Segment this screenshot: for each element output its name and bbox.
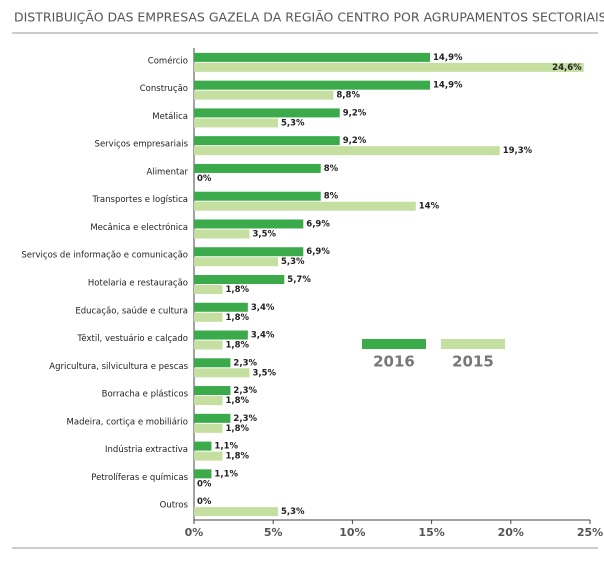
bar — [194, 80, 431, 90]
value-label: 1,8% — [226, 424, 250, 434]
value-label: 8,8% — [336, 91, 360, 101]
value-label: 2,3% — [233, 358, 257, 368]
y-tick-label: Metálica — [152, 112, 188, 122]
value-label: 14% — [419, 202, 440, 212]
y-tick-label: Construção — [140, 84, 188, 94]
bar — [194, 136, 340, 146]
bar — [194, 275, 285, 284]
value-label: 6,9% — [306, 247, 330, 257]
value-label: 5,3% — [281, 118, 305, 128]
x-tick-label: 10% — [339, 526, 365, 539]
legend-label: 2016 — [373, 353, 415, 371]
value-label: 14,9% — [433, 53, 463, 63]
y-tick-label: Transportes e logística — [91, 195, 188, 205]
bar — [194, 247, 304, 257]
x-tick-label: 20% — [498, 526, 524, 539]
value-label: 2,3% — [233, 386, 257, 396]
y-tick-label: Comércio — [148, 55, 188, 66]
value-label: 9,2% — [343, 108, 367, 118]
bar — [194, 285, 223, 294]
y-tick-label: Hotelaria e restauração — [88, 279, 188, 289]
y-tick-label: Borracha e plásticos — [102, 390, 189, 400]
y-tick-label: Mecânica e electrónica — [90, 222, 188, 233]
bar — [194, 469, 212, 479]
y-tick-label: Petrolíferas e químicas — [91, 473, 188, 483]
x-tick-label: 5% — [264, 526, 283, 539]
bar — [194, 368, 250, 378]
value-label: 1,8% — [226, 313, 250, 323]
bar — [194, 201, 416, 211]
value-label: 8% — [324, 164, 339, 174]
chart-title: DISTRIBUIÇÃO DAS EMPRESAS GAZELA DA REGI… — [14, 10, 604, 25]
value-label: 0% — [197, 479, 212, 489]
value-label: 3,5% — [252, 368, 276, 378]
bar — [194, 108, 340, 118]
value-label: 14,9% — [433, 81, 463, 91]
bar — [194, 302, 248, 312]
value-label: 8% — [324, 192, 339, 202]
value-label: 1,1% — [214, 469, 238, 479]
legend-swatch — [362, 339, 426, 349]
bar — [194, 52, 431, 62]
y-tick-label: Indústria extractiva — [105, 445, 188, 455]
y-tick-label: Serviços de informação e comunicação — [21, 251, 188, 261]
value-label: 19,3% — [503, 146, 533, 156]
value-label: 9,2% — [343, 136, 367, 146]
bar — [194, 90, 334, 100]
bar — [194, 191, 321, 201]
value-label: 1,8% — [226, 452, 250, 462]
bar — [194, 441, 212, 451]
y-tick-label: Têxtil, vestuário e calçado — [76, 333, 188, 344]
y-tick-label: Educação, saúde e cultura — [75, 306, 188, 316]
y-tick-label: Alimentar — [147, 167, 189, 177]
bar — [194, 413, 231, 423]
bar — [194, 118, 278, 128]
bar — [194, 257, 278, 267]
value-label: 1,8% — [226, 285, 250, 295]
legend-label: 2015 — [452, 353, 494, 371]
bar — [194, 312, 223, 322]
bar — [194, 163, 321, 173]
bar — [194, 386, 231, 396]
y-tick-label: Agricultura, silvicultura e pescas — [49, 362, 188, 372]
value-label: 0% — [197, 497, 212, 507]
bar — [194, 330, 248, 340]
value-label: 1,8% — [226, 396, 250, 406]
value-label: 0% — [197, 174, 212, 184]
bar — [194, 423, 223, 433]
value-label: 6,9% — [306, 219, 330, 229]
y-tick-label: Serviços empresariais — [95, 140, 189, 150]
bar — [194, 507, 278, 517]
bar — [194, 358, 231, 368]
legend-swatch — [441, 339, 505, 349]
x-tick-label: 0% — [185, 526, 204, 539]
value-label: 3,5% — [252, 229, 276, 239]
bar — [194, 62, 584, 72]
bar — [194, 340, 223, 350]
bar — [194, 451, 223, 461]
y-tick-label: Outros — [160, 501, 189, 511]
y-tick-label: Madeira, cortiça e mobiliário — [67, 417, 188, 427]
x-tick-label: 25% — [577, 526, 603, 539]
value-label: 3,4% — [251, 331, 275, 341]
value-label: 5,7% — [287, 275, 311, 285]
value-label: 24,6% — [552, 63, 582, 73]
value-label: 1,8% — [226, 341, 250, 351]
value-label: 5,3% — [281, 507, 305, 517]
bar — [194, 219, 304, 229]
x-tick-label: 15% — [418, 526, 444, 539]
value-label: 2,3% — [233, 414, 257, 424]
value-label: 3,4% — [251, 303, 275, 313]
bar — [194, 229, 250, 239]
bar — [194, 396, 223, 406]
value-label: 1,1% — [214, 442, 238, 452]
bar — [194, 146, 500, 156]
value-label: 5,3% — [281, 257, 305, 267]
